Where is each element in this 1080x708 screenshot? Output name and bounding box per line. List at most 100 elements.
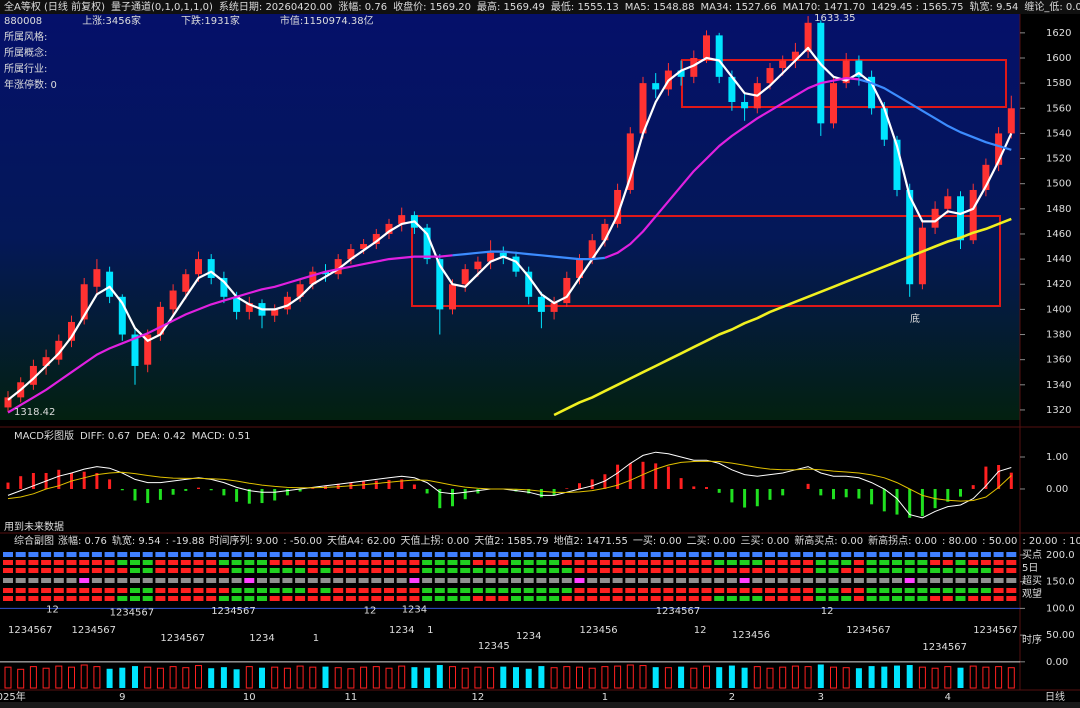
signal-cell bbox=[980, 552, 991, 557]
signal-cell bbox=[853, 588, 864, 593]
x-tick-label: 3 bbox=[818, 692, 824, 703]
signal-cell bbox=[15, 552, 26, 557]
candle-body bbox=[652, 83, 660, 90]
y-tick-label: 1400 bbox=[1046, 304, 1071, 315]
signal-cell bbox=[218, 578, 229, 583]
signal-cell bbox=[53, 578, 64, 583]
volume-bar bbox=[182, 667, 190, 689]
signal-cell bbox=[739, 552, 750, 557]
signal-cell bbox=[396, 578, 407, 583]
signal-cell bbox=[714, 588, 725, 593]
candle-body bbox=[106, 271, 114, 297]
signal-cell bbox=[549, 588, 560, 593]
signal-cell bbox=[460, 596, 471, 601]
signal-cell bbox=[28, 560, 39, 565]
signal-cell bbox=[409, 568, 420, 573]
signal-cell bbox=[447, 568, 458, 573]
signal-cell bbox=[384, 588, 394, 593]
signal-cell bbox=[257, 560, 267, 565]
signal-cell bbox=[650, 560, 661, 565]
signal-cell bbox=[599, 578, 610, 583]
signal-cell bbox=[688, 596, 699, 601]
signal-cell bbox=[1006, 560, 1017, 565]
candle-body bbox=[525, 271, 533, 297]
signal-cell bbox=[53, 552, 64, 557]
sequence-label: 1234 bbox=[402, 604, 427, 615]
signal-cell bbox=[993, 578, 1004, 583]
candle-body bbox=[614, 189, 622, 224]
signal-cell bbox=[777, 552, 788, 557]
signal-cell bbox=[409, 596, 420, 601]
signal-cell bbox=[168, 588, 179, 593]
signal-cell bbox=[218, 596, 229, 601]
signal-cell bbox=[155, 568, 166, 573]
signal-cell bbox=[511, 560, 521, 565]
signal-cell bbox=[752, 588, 763, 593]
signal-cell bbox=[434, 596, 445, 601]
signal-cell bbox=[993, 552, 1004, 557]
volume-bar bbox=[398, 665, 406, 689]
signal-cell bbox=[1006, 578, 1017, 583]
signal-cell bbox=[244, 552, 255, 557]
signal-cell bbox=[422, 552, 433, 557]
signal-cell bbox=[333, 568, 344, 573]
signal-cell bbox=[244, 568, 255, 573]
volume-bar bbox=[169, 666, 177, 689]
signal-cell bbox=[320, 578, 331, 583]
signal-cell bbox=[980, 568, 991, 573]
signal-cell bbox=[993, 560, 1004, 565]
signal-cell bbox=[333, 578, 344, 583]
signal-cell bbox=[942, 588, 953, 593]
candle-body bbox=[68, 321, 75, 341]
signal-cell bbox=[460, 588, 471, 593]
header-item: 涨幅: 0.76 bbox=[58, 534, 107, 547]
signal-cell bbox=[41, 560, 52, 565]
signal-cell bbox=[612, 588, 623, 593]
signal-cell bbox=[384, 596, 394, 601]
signal-cell bbox=[1006, 596, 1017, 601]
signal-cell bbox=[104, 588, 115, 593]
annotation: 底 bbox=[910, 312, 920, 325]
zone-box bbox=[411, 215, 1001, 307]
signal-cell bbox=[307, 568, 318, 573]
candle-body bbox=[182, 274, 190, 292]
signal-cell bbox=[892, 596, 902, 601]
signal-cell bbox=[866, 568, 877, 573]
signal-cell bbox=[853, 596, 864, 601]
signal-cell bbox=[3, 588, 13, 593]
signal-cell bbox=[422, 568, 433, 573]
signal-cell bbox=[28, 588, 39, 593]
signal-cell bbox=[3, 568, 13, 573]
candle-body bbox=[817, 22, 825, 124]
signal-cell bbox=[117, 588, 128, 593]
candle-body bbox=[347, 249, 355, 260]
signal-cell bbox=[434, 568, 445, 573]
signal-cell bbox=[307, 588, 318, 593]
candle-body bbox=[4, 397, 12, 408]
header-item: 轨宽: 9.54 bbox=[970, 0, 1019, 13]
signal-cell bbox=[358, 560, 369, 565]
signal-cell bbox=[587, 578, 598, 583]
candle-body bbox=[169, 290, 177, 310]
signal-cell bbox=[180, 578, 191, 583]
signal-cell bbox=[282, 588, 293, 593]
signal-cell bbox=[498, 588, 509, 593]
signal-cell bbox=[803, 588, 814, 593]
signal-cell bbox=[168, 552, 179, 557]
signal-cell bbox=[130, 578, 140, 583]
signal-cell bbox=[714, 552, 725, 557]
candle-body bbox=[233, 296, 241, 312]
sequence-label: 1234567 bbox=[973, 625, 1018, 636]
volume-bar bbox=[614, 665, 622, 689]
candle-body bbox=[563, 277, 571, 304]
header-item: DIFF: 0.67 bbox=[80, 431, 130, 442]
volume-bar bbox=[791, 665, 799, 689]
signal-cell bbox=[917, 596, 928, 601]
signal-cell bbox=[599, 588, 610, 593]
signal-cell bbox=[257, 552, 267, 557]
header-item: 最低: 1555.13 bbox=[551, 0, 619, 13]
y-tick-label: 1620 bbox=[1046, 28, 1071, 39]
signal-cell bbox=[104, 596, 115, 601]
header-item: 一买: 0.00 bbox=[633, 535, 682, 547]
signal-cell bbox=[726, 568, 737, 573]
